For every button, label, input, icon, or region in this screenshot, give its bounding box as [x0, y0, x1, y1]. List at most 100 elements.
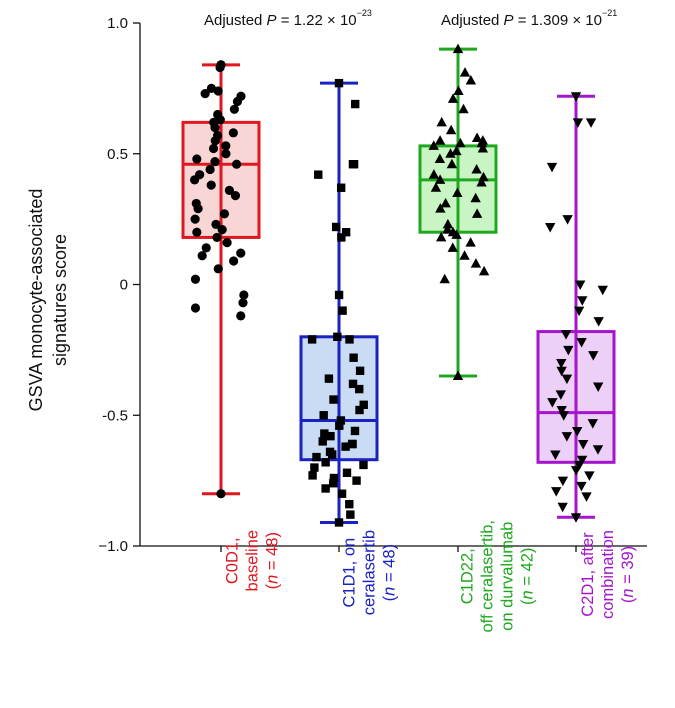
data-point-g3-31 — [570, 466, 582, 476]
data-point-g3-21 — [556, 406, 567, 416]
data-point-g1-37 — [310, 463, 319, 472]
data-point-g0-41 — [213, 264, 223, 274]
data-point-g2-6 — [436, 116, 447, 127]
data-point-g2-23 — [476, 177, 487, 187]
x-category-n-1: (n = 48) — [380, 543, 398, 602]
data-point-g3-15 — [556, 358, 567, 369]
data-point-g0-15 — [210, 136, 220, 146]
data-point-g2-20 — [428, 169, 440, 179]
data-point-g1-6 — [331, 222, 341, 232]
data-point-g3-17 — [561, 374, 573, 385]
data-point-g2-19 — [471, 163, 482, 174]
data-point-g2-39 — [478, 265, 490, 276]
data-point-g1-44 — [337, 489, 347, 498]
data-point-g3-20 — [547, 398, 558, 408]
x-category-n-2: (n = 42) — [519, 547, 537, 605]
data-point-g1-5 — [336, 183, 346, 192]
data-point-g3-16 — [556, 366, 567, 377]
data-point-g2-27 — [440, 197, 451, 208]
data-point-g2-4 — [447, 93, 459, 103]
data-point-g0-25 — [206, 180, 216, 190]
data-point-g2-41 — [452, 370, 464, 381]
data-point-g2-24 — [430, 182, 442, 192]
data-point-g3-6 — [574, 280, 586, 290]
data-point-g2-37 — [459, 250, 470, 260]
data-point-g1-17 — [348, 379, 358, 389]
data-point-g1-41 — [352, 476, 361, 485]
axes: 1.0 0.5 0 -0.5 −1.0 — [98, 15, 647, 555]
data-point-g0-19 — [192, 154, 202, 164]
data-point-g2-34 — [435, 231, 447, 242]
data-points — [190, 43, 608, 527]
data-point-g0-32 — [211, 219, 221, 229]
data-point-g2-29 — [471, 208, 483, 218]
data-point-g1-11 — [333, 332, 342, 341]
data-point-g3-5 — [544, 222, 556, 233]
data-point-g0-20 — [210, 156, 220, 167]
x-category-line-2-0: C1D22, — [459, 548, 477, 605]
data-point-g0-22 — [205, 164, 215, 175]
y-axis-title-line-1: GSVA monocyte-associated — [26, 188, 46, 412]
data-point-g1-43 — [321, 484, 330, 493]
x-category-line-2-1: off ceralasertib, — [479, 520, 497, 633]
data-point-g2-28 — [435, 203, 446, 213]
data-point-g1-35 — [321, 458, 330, 467]
data-point-g3-28 — [550, 450, 561, 460]
data-point-g3-27 — [592, 445, 604, 455]
data-point-g3-14 — [588, 351, 599, 361]
x-category-line-3-1: combination — [599, 530, 617, 619]
data-point-g2-36 — [447, 242, 458, 252]
data-point-g3-7 — [597, 285, 608, 296]
data-point-g1-45 — [345, 499, 354, 509]
data-point-g0-29 — [193, 204, 203, 214]
y-axis-title-line-2: signatures score — [50, 233, 70, 367]
data-point-g0-42 — [190, 274, 201, 284]
data-point-g1-30 — [347, 439, 357, 449]
data-point-g3-4 — [562, 215, 573, 225]
data-point-g2-16 — [445, 148, 456, 158]
data-point-g3-19 — [555, 390, 567, 400]
data-point-g1-12 — [345, 335, 354, 344]
data-point-g1-21 — [355, 405, 364, 415]
data-point-g0-31 — [190, 214, 200, 224]
data-point-g1-16 — [324, 374, 334, 383]
data-point-g0-2 — [215, 62, 225, 73]
data-point-g2-14 — [477, 143, 489, 153]
data-point-g0-4 — [213, 86, 223, 96]
data-point-g1-47 — [334, 518, 344, 527]
data-point-g0-39 — [197, 251, 207, 261]
data-point-g2-3 — [453, 85, 464, 95]
data-point-g1-31 — [341, 442, 350, 451]
data-point-g0-30 — [219, 209, 230, 219]
data-point-g3-11 — [560, 330, 572, 340]
data-point-g1-1 — [351, 99, 360, 109]
data-point-g1-14 — [349, 353, 358, 362]
data-point-g1-23 — [336, 416, 346, 425]
x-category-line-0-1: baseline — [243, 530, 261, 592]
data-point-g1-28 — [318, 437, 327, 446]
data-point-g2-18 — [446, 158, 458, 169]
data-point-g1-18 — [355, 384, 364, 394]
data-point-g0-18 — [221, 149, 231, 159]
data-point-g1-25 — [350, 426, 360, 436]
data-point-g2-1 — [459, 67, 471, 77]
data-point-g2-17 — [434, 153, 446, 163]
data-point-g2-12 — [455, 137, 466, 148]
x-category-n-0: (n = 48) — [263, 532, 281, 590]
data-point-g2-11 — [476, 137, 488, 148]
data-point-g3-10 — [593, 317, 604, 327]
annotation-p-value-2: Adjusted P = 1.309 × 10−21 — [441, 8, 618, 29]
data-point-g2-13 — [428, 140, 439, 150]
data-point-g3-23 — [587, 419, 598, 429]
data-point-g0-35 — [212, 232, 222, 243]
y-tick-label-2: 0 — [120, 277, 128, 294]
data-point-g1-0 — [334, 78, 344, 88]
data-point-g1-46 — [346, 510, 355, 519]
data-point-g2-9 — [434, 135, 446, 145]
data-point-g2-40 — [439, 273, 450, 284]
data-point-g0-47 — [216, 489, 226, 499]
box-group-1 — [299, 81, 379, 524]
data-point-g1-3 — [348, 160, 358, 169]
data-point-g2-33 — [451, 229, 462, 239]
data-point-g3-0 — [570, 92, 582, 102]
